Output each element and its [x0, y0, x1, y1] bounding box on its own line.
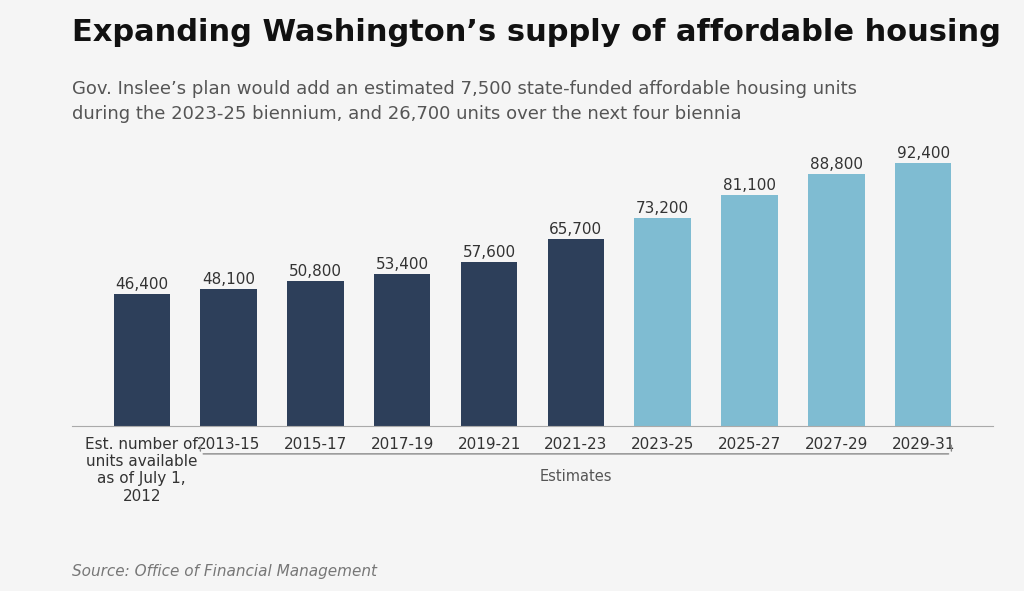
Text: 53,400: 53,400 [376, 257, 429, 272]
Text: 81,100: 81,100 [723, 178, 776, 193]
Text: Expanding Washington’s supply of affordable housing: Expanding Washington’s supply of afforda… [72, 18, 1000, 47]
Bar [114, 294, 170, 426]
Text: 73,200: 73,200 [636, 201, 689, 216]
Text: 57,600: 57,600 [463, 245, 516, 260]
Text: Estimates: Estimates [540, 469, 612, 485]
Bar [808, 174, 864, 426]
Bar [895, 163, 951, 426]
Bar [721, 196, 778, 426]
Text: 48,100: 48,100 [202, 272, 255, 287]
Text: 50,800: 50,800 [289, 264, 342, 280]
Bar [635, 218, 691, 426]
Text: Source: Office of Financial Management: Source: Office of Financial Management [72, 564, 377, 579]
Bar [461, 262, 517, 426]
Text: 92,400: 92,400 [897, 147, 949, 161]
Text: 46,400: 46,400 [116, 277, 168, 292]
Bar [287, 281, 344, 426]
Bar [548, 239, 604, 426]
Text: 65,700: 65,700 [549, 222, 602, 237]
Bar [201, 289, 257, 426]
Bar [374, 274, 430, 426]
Text: Gov. Inslee’s plan would add an estimated 7,500 state-funded affordable housing : Gov. Inslee’s plan would add an estimate… [72, 80, 857, 123]
Text: 88,800: 88,800 [810, 157, 863, 171]
